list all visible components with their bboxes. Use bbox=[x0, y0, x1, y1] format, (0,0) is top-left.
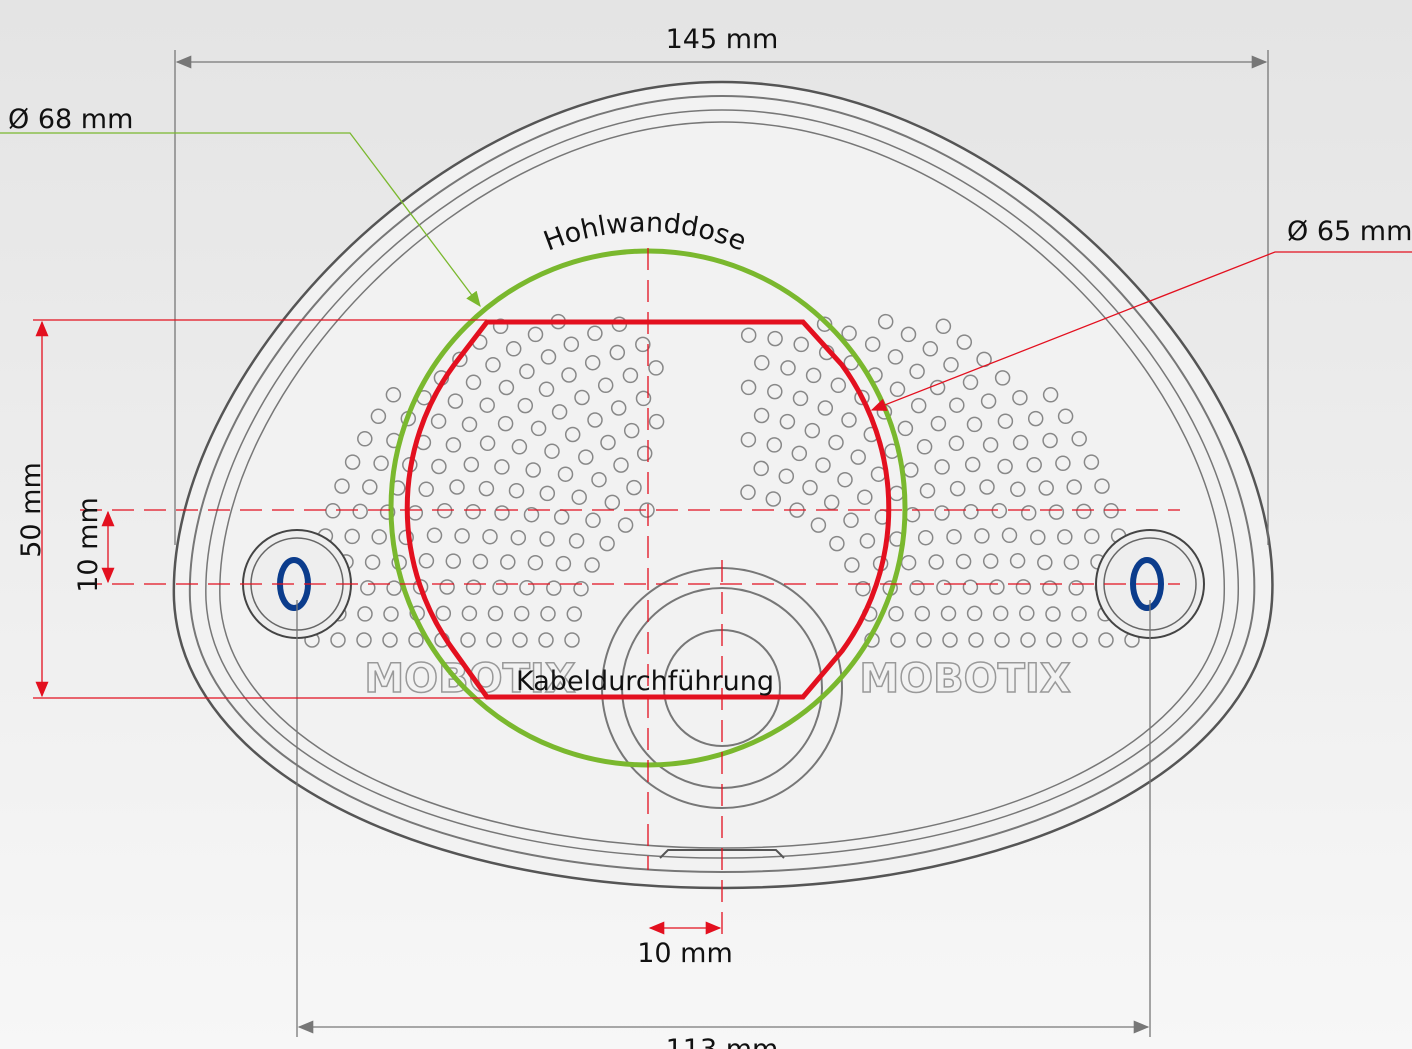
dimension-label: 10 mm bbox=[73, 497, 104, 593]
cable-label: Kabeldurchführung bbox=[516, 666, 774, 697]
dimension-label: 50 mm bbox=[16, 462, 47, 558]
dimension-label: 145 mm bbox=[666, 24, 779, 55]
logo: MOBOTIX bbox=[859, 656, 1070, 702]
dimension-label: 113 mm bbox=[666, 1034, 779, 1049]
dimension-label: Ø 68 mm bbox=[8, 104, 133, 135]
mount-drawing: MOBOTIX MOBOTIX 145 mm 113 mm 50 mm 10 m… bbox=[0, 0, 1412, 1049]
dimension-label: 10 mm bbox=[637, 938, 733, 969]
dimension-label: Ø 65 mm bbox=[1287, 216, 1412, 247]
